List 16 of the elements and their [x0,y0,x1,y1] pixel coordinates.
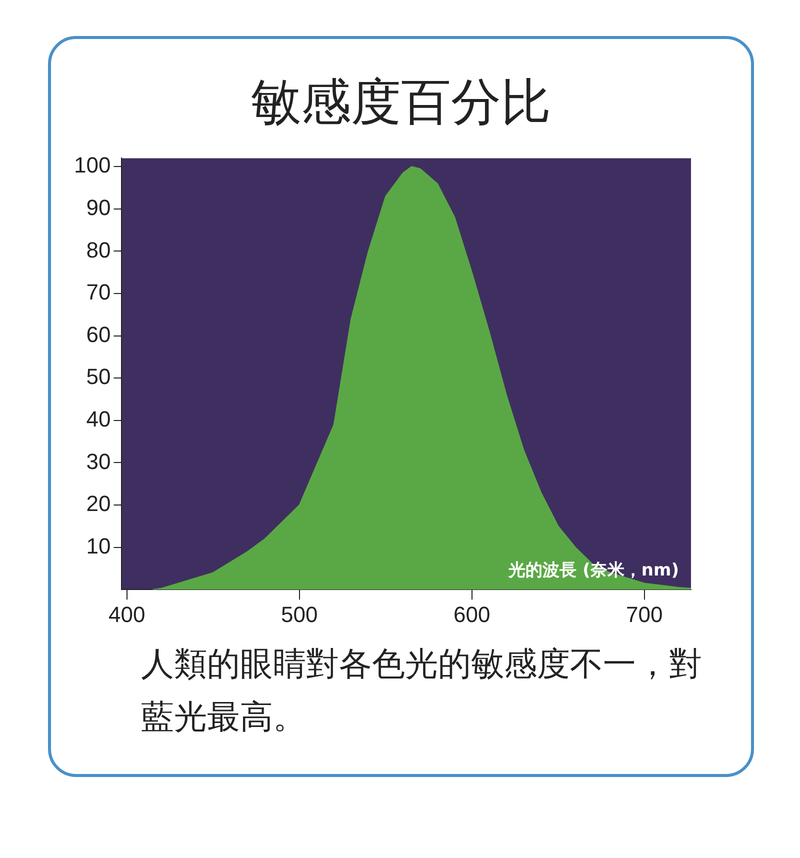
y-tick-label: 50 [86,364,111,390]
x-tick-label: 400 [108,602,146,627]
y-tick-label: 10 [86,533,111,558]
x-tick-label: 600 [454,602,490,627]
y-tick-label: 40 [86,406,111,432]
chart-title: 敏感度百分比 [250,72,552,133]
text: 人類的眼睛對各色光的敏感度不一，對藍光最高。 [140,643,703,738]
y-tick-label: 80 [86,237,111,262]
y-tick-label: 60 [86,322,111,347]
x-tick-label: 500 [281,602,318,627]
x-tick-label: 700 [626,602,663,627]
y-tick-label: 90 [86,195,111,220]
y-tick-label: 100 [74,152,111,178]
y-tick-label: 70 [86,280,111,305]
y-tick-label: 30 [86,448,111,474]
y-tick-label: 20 [86,491,111,516]
